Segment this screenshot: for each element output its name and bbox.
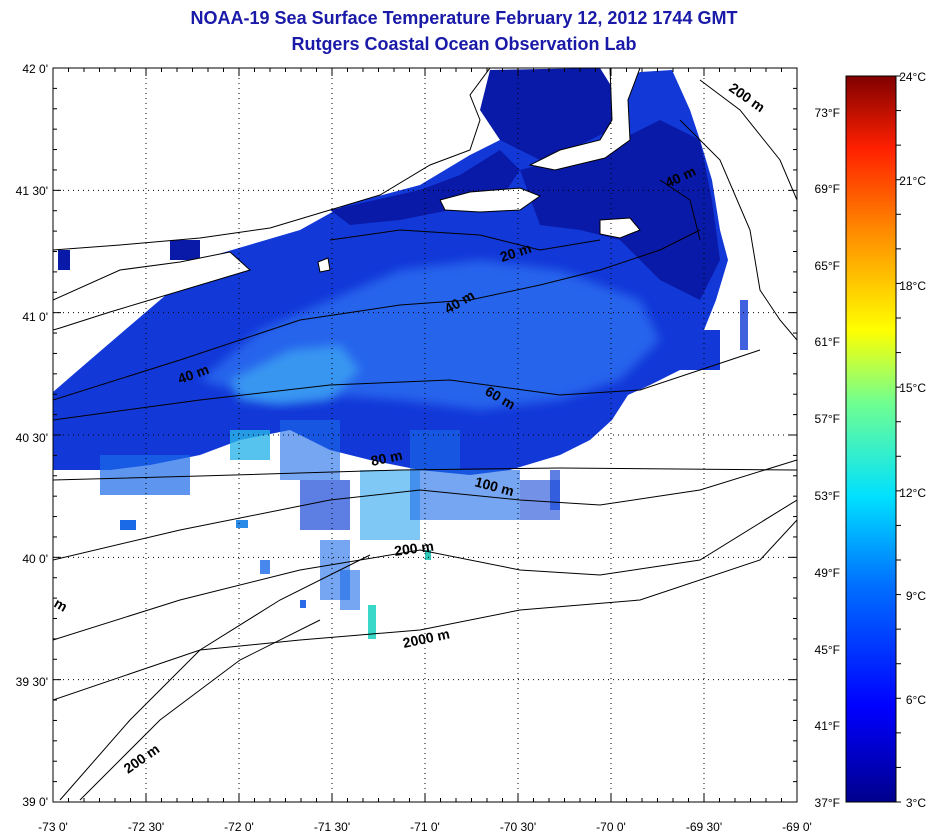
celsius-label: 18°C — [899, 279, 926, 293]
sst-field — [53, 68, 797, 801]
marthas-vineyard — [439, 187, 542, 213]
lat-label: 42 0' — [22, 62, 48, 76]
fahrenheit-label: 69°F — [815, 182, 840, 196]
longitude-labels: -73 0' -72 30' -72 0' -71 30' -71 0' -70… — [38, 820, 812, 834]
contour-label: 80 m — [369, 447, 404, 469]
celsius-label: 3°C — [906, 796, 926, 810]
celsius-label: 24°C — [899, 70, 926, 84]
celsius-label: 12°C — [899, 486, 926, 500]
block-island — [317, 257, 331, 273]
fahrenheit-label: 53°F — [815, 489, 840, 503]
celsius-label: 15°C — [899, 381, 926, 395]
celsius-label: 9°C — [906, 589, 926, 603]
celsius-labels: 24°C 21°C 18°C 15°C 12°C 9°C 6°C 3°C — [899, 70, 926, 810]
fahrenheit-label: 37°F — [815, 796, 840, 810]
connecticut-coast — [53, 68, 491, 251]
colorbar — [845, 75, 897, 803]
fahrenheit-label: 49°F — [815, 566, 840, 580]
fahrenheit-label: 45°F — [815, 643, 840, 657]
lon-label: -73 0' — [38, 820, 68, 834]
colorbar-ticks — [896, 75, 901, 803]
long-island — [53, 251, 251, 331]
graticule — [53, 68, 797, 802]
axis-ticks — [52, 67, 798, 803]
cape-cod — [528, 68, 641, 171]
lon-label: -69 30' — [686, 820, 722, 834]
latitude-labels: 42 0' 41 30' 41 0' 40 30' 40 0' 39 30' 3… — [16, 62, 48, 809]
sst-warm-patch — [230, 345, 360, 405]
fahrenheit-label: 65°F — [815, 259, 840, 273]
sst-scatter-pixels — [58, 240, 748, 639]
fahrenheit-label: 41°F — [815, 719, 840, 733]
map-title: NOAA-19 Sea Surface Temperature February… — [190, 8, 738, 28]
sst-cold-coastal — [330, 68, 720, 300]
lat-label: 39 30' — [16, 675, 48, 689]
lat-label: 40 0' — [22, 552, 48, 566]
celsius-label: 6°C — [906, 693, 926, 707]
lon-label: -71 0' — [410, 820, 440, 834]
lat-label: 41 0' — [22, 310, 48, 324]
contour-label: 200 m — [393, 538, 435, 559]
fahrenheit-label: 57°F — [815, 412, 840, 426]
lon-label: -72 0' — [224, 820, 254, 834]
lon-label: -71 30' — [314, 820, 350, 834]
fahrenheit-label: 61°F — [815, 335, 840, 349]
lat-label: 40 30' — [16, 431, 48, 445]
lat-label: 41 30' — [16, 184, 48, 198]
lon-label: -70 0' — [596, 820, 626, 834]
celsius-label: 21°C — [899, 174, 926, 188]
fahrenheit-labels: 73°F 69°F 65°F 61°F 57°F 53°F 49°F 45°F … — [815, 106, 840, 810]
map-subtitle: Rutgers Coastal Ocean Observation Lab — [291, 34, 637, 54]
lon-label: -72 30' — [128, 820, 164, 834]
nantucket — [599, 217, 641, 239]
lat-label: 39 0' — [22, 795, 48, 809]
lon-label: -70 30' — [500, 820, 536, 834]
land — [53, 68, 641, 331]
bathymetry-contours — [53, 79, 797, 801]
lon-label: -69 0' — [782, 820, 812, 834]
fahrenheit-label: 73°F — [815, 106, 840, 120]
